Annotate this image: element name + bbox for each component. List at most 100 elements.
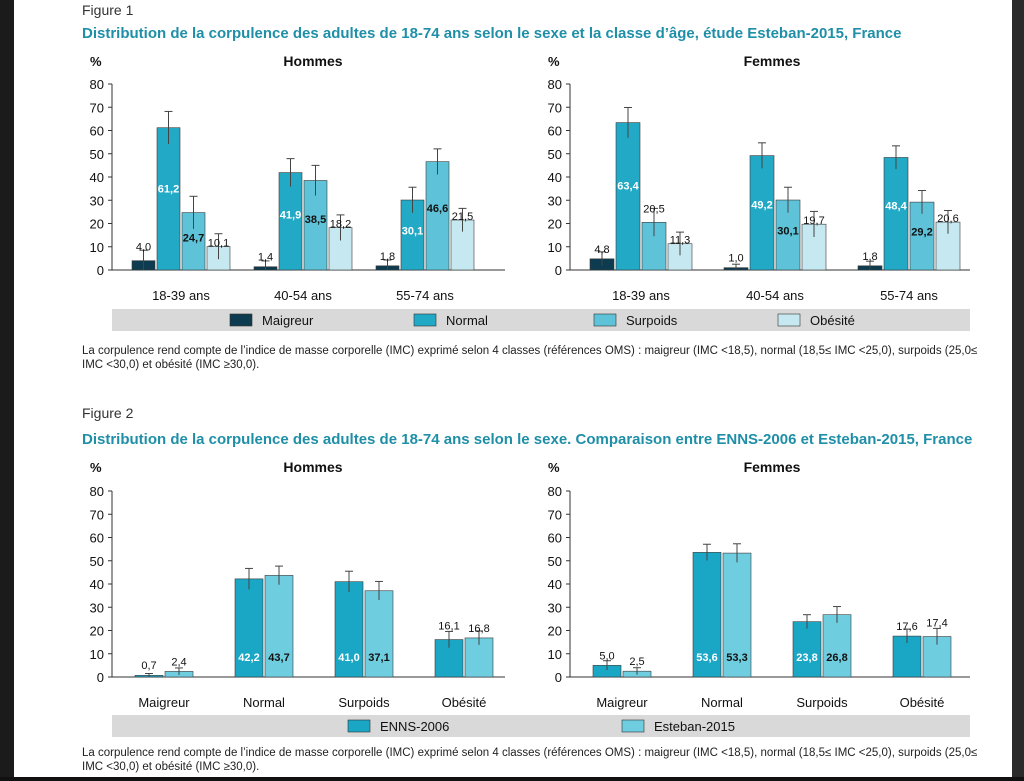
figure2-legend-swatch — [621, 719, 645, 733]
bottom-border — [0, 777, 1024, 781]
chart2-data-label: 30,1 — [777, 225, 798, 237]
chart4-y-tick-label: 60 — [548, 531, 562, 546]
chart2-y-tick-label: 10 — [548, 240, 562, 255]
chart4-bar — [722, 552, 752, 678]
chart3-data-label: 37,1 — [368, 652, 389, 664]
chart2-data-label: 29,2 — [911, 227, 932, 239]
chart1-category-label: 18-39 ans — [152, 288, 210, 303]
chart3-y-tick-label: 20 — [90, 624, 104, 639]
chart3-y-tick-label: 50 — [90, 554, 104, 569]
chart1-category-label: 55-74 ans — [396, 288, 454, 303]
chart2-bar — [615, 122, 641, 271]
chart3-y-tick-label: 0 — [97, 670, 104, 685]
chart1-y-tick-label: 50 — [90, 147, 104, 162]
chart4-y-tick-label: 10 — [548, 647, 562, 662]
chart1-data-label: 38,5 — [305, 214, 326, 226]
chart1-ylabel: % — [90, 54, 102, 69]
chart3-ylabel: % — [90, 460, 102, 475]
chart3-y-tick-label: 80 — [90, 484, 104, 499]
chart4-bar — [792, 621, 822, 678]
chart4-bar — [822, 614, 852, 678]
chart1-title: Hommes — [283, 53, 342, 69]
chart3-data-label: 16,1 — [438, 621, 459, 633]
chart2-data-label: 20,5 — [643, 203, 664, 215]
chart2-data-label: 63,4 — [617, 181, 639, 193]
chart1-y-tick-label: 20 — [90, 217, 104, 232]
chart1-y-tick-label: 30 — [90, 193, 104, 208]
chart4-category-label: Obésité — [900, 695, 945, 710]
chart4-y-tick-label: 0 — [555, 670, 562, 685]
figure1-legend-swatch — [593, 313, 617, 327]
chart1-data-label: 21,5 — [452, 211, 473, 223]
chart3-category-label: Obésité — [442, 695, 487, 710]
chart1-data-label: 41,9 — [280, 209, 301, 221]
chart3-bar — [364, 590, 394, 678]
chart2-y-tick-label: 20 — [548, 217, 562, 232]
chart4-y-tick-label: 30 — [548, 600, 562, 615]
chart3-data-label: 0,7 — [141, 660, 156, 672]
chart2-y-tick-label: 50 — [548, 147, 562, 162]
figure1-legend-item: Maigreur — [262, 313, 314, 328]
chart4-data-label: 53,3 — [726, 652, 747, 664]
chart4-data-label: 17,4 — [926, 618, 947, 630]
chart4-category-label: Normal — [701, 695, 743, 710]
chart1-data-label: 24,7 — [183, 233, 204, 245]
chart2-y-tick-label: 30 — [548, 193, 562, 208]
figure1-legend-item: Obésité — [810, 313, 855, 328]
chart2-ylabel: % — [548, 54, 560, 69]
chart4-y-tick-label: 40 — [548, 577, 562, 592]
figure1-legend-swatch — [229, 313, 253, 327]
chart2-category-label: 18-39 ans — [612, 288, 670, 303]
chart4-data-label: 17,6 — [896, 621, 917, 633]
chart2-data-label: 48,4 — [885, 201, 907, 213]
chart4-data-label: 53,6 — [696, 652, 717, 664]
chart2-y-tick-label: 80 — [548, 77, 562, 92]
chart2-data-label: 4,8 — [594, 244, 609, 256]
chart3-category-label: Normal — [243, 695, 285, 710]
chart2-data-label: 19,7 — [803, 215, 824, 227]
chart2-data-label: 1,8 — [862, 251, 877, 263]
chart2-data-label: 1,0 — [728, 253, 743, 265]
chart3-bar — [234, 578, 264, 678]
chart1-data-label: 10,1 — [208, 238, 229, 250]
chart3-data-label: 41,0 — [338, 652, 359, 664]
chart2-data-label: 11,3 — [670, 235, 691, 247]
chart4-ylabel: % — [548, 460, 560, 475]
chart4-category-label: Surpoids — [796, 695, 848, 710]
figure2-title: Distribution de la corpulence des adulte… — [82, 431, 973, 448]
chart4-data-label: 26,8 — [826, 652, 847, 664]
figure2-legend-item: ENNS-2006 — [380, 719, 449, 734]
chart3-y-tick-label: 60 — [90, 531, 104, 546]
chart2-category-label: 40-54 ans — [746, 288, 804, 303]
figure2-legend-item: Esteban-2015 — [654, 719, 735, 734]
chart1-y-tick-label: 40 — [90, 170, 104, 185]
chart2-data-label: 49,2 — [751, 200, 772, 212]
right-border — [1012, 0, 1024, 781]
figure2-legend-band — [112, 715, 970, 737]
chart2-title: Femmes — [744, 53, 801, 69]
chart1-data-label: 30,1 — [402, 225, 423, 237]
chart3-category-label: Maigreur — [138, 695, 190, 710]
chart1-y-tick-label: 70 — [90, 100, 104, 115]
figure1-legend-item: Normal — [446, 313, 488, 328]
figure2-note: La corpulence rend compte de l’indice de… — [82, 747, 978, 773]
chart2-data-label: 20,6 — [937, 213, 958, 225]
chart3-title: Hommes — [283, 459, 342, 475]
chart1-data-label: 61,2 — [158, 183, 179, 195]
figure1-title: Distribution de la corpulence des adulte… — [82, 25, 902, 42]
chart1-y-tick-label: 60 — [90, 124, 104, 139]
chart3-data-label: 42,2 — [238, 652, 259, 664]
chart1-bar — [156, 127, 181, 271]
figure1-legend-swatch — [413, 313, 437, 327]
chart2-y-tick-label: 60 — [548, 124, 562, 139]
chart4-y-tick-label: 20 — [548, 624, 562, 639]
chart1-y-tick-label: 0 — [97, 263, 104, 278]
chart3-data-label: 2,4 — [171, 656, 186, 668]
chart2-y-tick-label: 0 — [555, 263, 562, 278]
chart2-category-label: 55-74 ans — [880, 288, 938, 303]
chart2-y-tick-label: 70 — [548, 100, 562, 115]
chart4-y-tick-label: 80 — [548, 484, 562, 499]
left-border — [0, 0, 14, 781]
chart3-y-tick-label: 10 — [90, 647, 104, 662]
